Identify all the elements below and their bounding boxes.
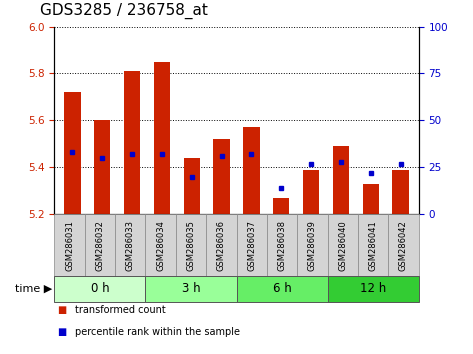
Text: transformed count: transformed count — [75, 306, 166, 315]
Text: GSM286038: GSM286038 — [278, 219, 287, 271]
Bar — [273, 198, 289, 214]
Text: GSM286031: GSM286031 — [65, 220, 74, 270]
Text: GSM286042: GSM286042 — [399, 220, 408, 270]
Text: GSM286035: GSM286035 — [186, 220, 195, 270]
Bar — [184, 158, 200, 214]
Text: GSM286040: GSM286040 — [338, 220, 347, 270]
Text: GSM286032: GSM286032 — [96, 220, 105, 270]
Bar — [333, 146, 349, 214]
Text: GSM286034: GSM286034 — [156, 220, 165, 270]
Text: GDS3285 / 236758_at: GDS3285 / 236758_at — [40, 3, 208, 19]
Text: ■: ■ — [57, 327, 66, 337]
Text: GSM286036: GSM286036 — [217, 219, 226, 271]
Bar — [393, 170, 409, 214]
Text: 0 h: 0 h — [91, 282, 109, 295]
Text: GSM286041: GSM286041 — [368, 220, 377, 270]
Text: percentile rank within the sample: percentile rank within the sample — [75, 327, 240, 337]
Text: 12 h: 12 h — [360, 282, 386, 295]
Bar — [363, 184, 379, 214]
Bar — [64, 92, 80, 214]
Text: 3 h: 3 h — [182, 282, 200, 295]
Bar — [154, 62, 170, 214]
Bar — [94, 120, 110, 214]
Bar — [243, 127, 260, 214]
Text: time ▶: time ▶ — [15, 284, 52, 294]
Text: GSM286037: GSM286037 — [247, 219, 256, 271]
Text: ■: ■ — [57, 306, 66, 315]
Text: GSM286033: GSM286033 — [126, 219, 135, 271]
Bar — [124, 71, 140, 214]
Bar — [303, 170, 319, 214]
Bar — [213, 139, 230, 214]
Text: 6 h: 6 h — [272, 282, 291, 295]
Text: GSM286039: GSM286039 — [308, 220, 317, 270]
